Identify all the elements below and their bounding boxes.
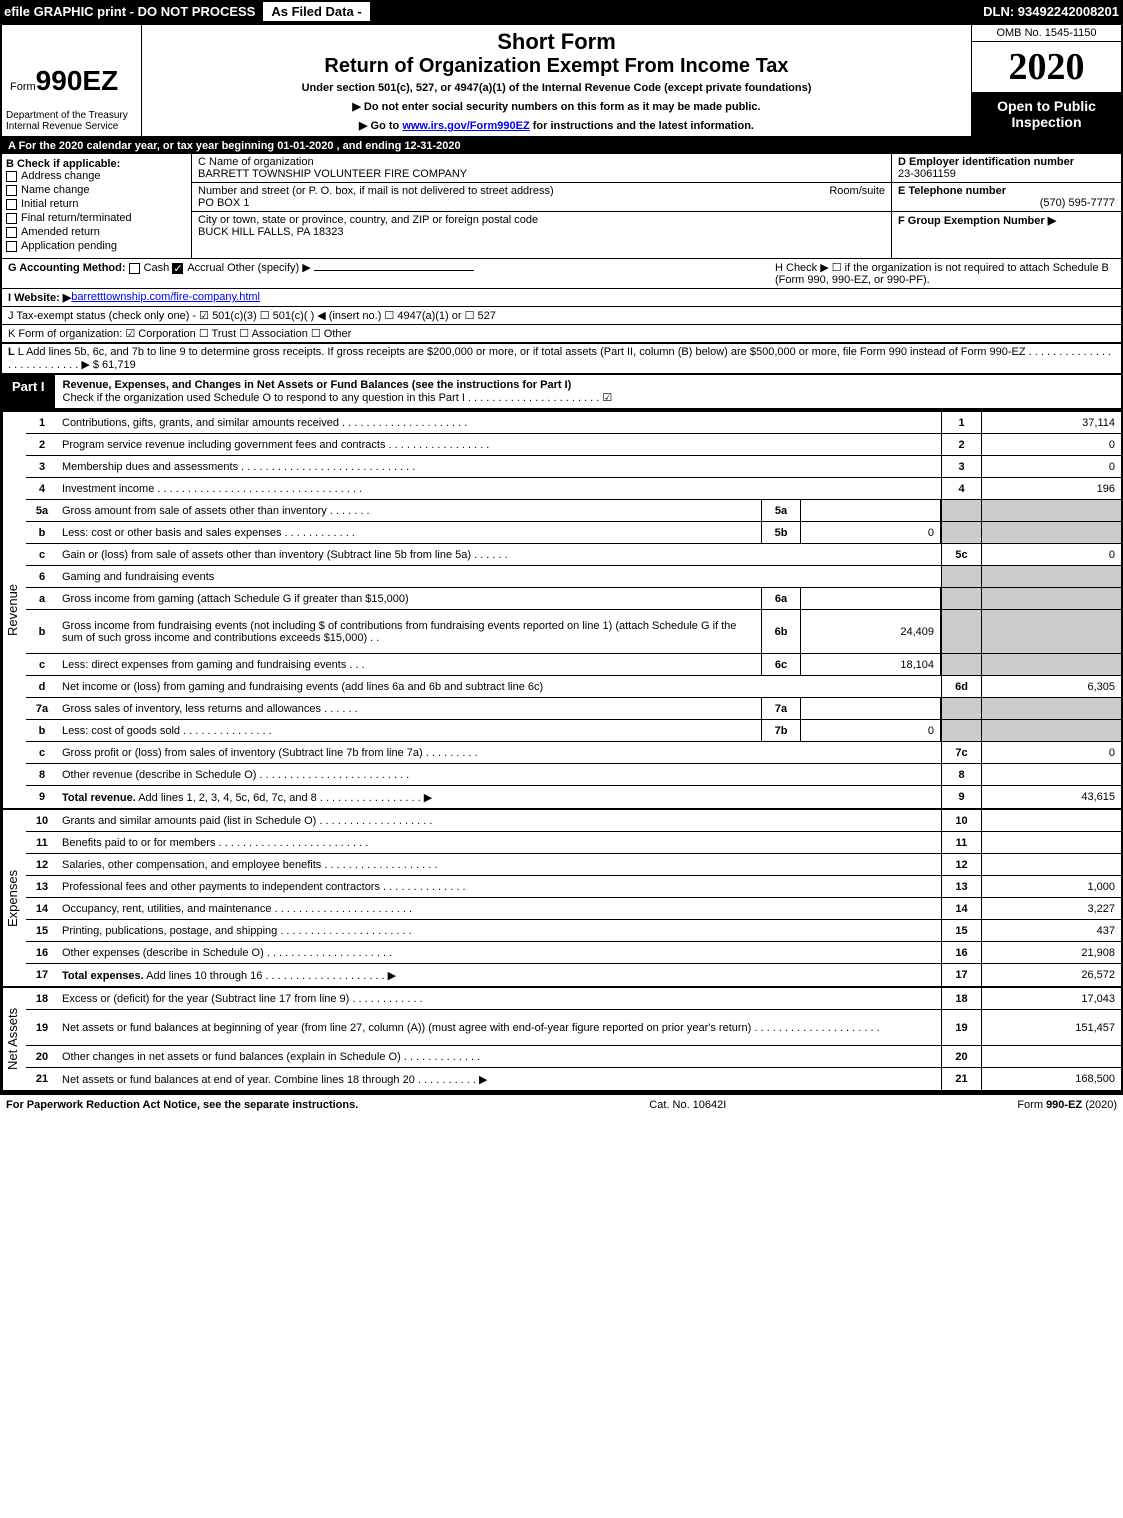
row-a: A For the 2020 calendar year, or tax yea… <box>2 138 1121 154</box>
form-outer: Form990EZ Department of the Treasury Int… <box>0 23 1123 1094</box>
chk-amended[interactable] <box>6 227 17 238</box>
form-prefix: Form <box>10 81 36 93</box>
chk-name[interactable] <box>6 185 17 196</box>
section-bcd: B Check if applicable: Address change Na… <box>2 154 1121 259</box>
e-label: E Telephone number <box>898 185 1006 197</box>
return-title: Return of Organization Exempt From Incom… <box>150 55 963 78</box>
form-number: 990EZ <box>36 65 119 96</box>
website-url[interactable]: barretttownship.com/fire-company.html <box>71 291 260 304</box>
chk-address[interactable] <box>6 171 17 182</box>
section-de: D Employer identification number23-30611… <box>891 154 1121 258</box>
f-label: F Group Exemption Number ▶ <box>898 215 1056 227</box>
efile-label: efile GRAPHIC print - DO NOT PROCESS <box>4 4 259 19</box>
org-name: BARRETT TOWNSHIP VOLUNTEER FIRE COMPANY <box>198 168 885 180</box>
chk-cash[interactable] <box>129 263 140 274</box>
footer: For Paperwork Reduction Act Notice, see … <box>0 1094 1123 1115</box>
row-j: J Tax-exempt status (check only one) - ☑… <box>2 307 1121 325</box>
row-i: I Website: ▶ barretttownship.com/fire-co… <box>2 289 1121 307</box>
footer-left: For Paperwork Reduction Act Notice, see … <box>6 1099 358 1111</box>
netassets-vert: Net Assets <box>2 988 26 1090</box>
chk-initial[interactable] <box>6 199 17 210</box>
part1-header: Part I Revenue, Expenses, and Changes in… <box>2 374 1121 410</box>
revenue-vert: Revenue <box>2 412 26 808</box>
street-val: PO BOX 1 <box>198 197 885 209</box>
title-right: OMB No. 1545-1150 2020 Open to Public In… <box>971 25 1121 136</box>
street-label: Number and street (or P. O. box, if mail… <box>198 185 829 197</box>
phone: (570) 595-7777 <box>898 197 1115 209</box>
expenses-vert: Expenses <box>2 810 26 986</box>
c-label: C Name of organization <box>198 156 885 168</box>
irs-url[interactable]: www.irs.gov/Form990EZ <box>402 120 529 132</box>
b-title: B Check if applicable: <box>6 158 187 170</box>
part1-label: Part I <box>2 375 55 408</box>
short-form-title: Short Form <box>150 29 963 55</box>
title-center: Short Form Return of Organization Exempt… <box>142 25 971 136</box>
ssn-warning: ▶ Do not enter social security numbers o… <box>150 100 963 113</box>
revenue-section: Revenue 1Contributions, gifts, grants, a… <box>2 410 1121 808</box>
city-val: BUCK HILL FALLS, PA 18323 <box>198 226 885 238</box>
header-bar: efile GRAPHIC print - DO NOT PROCESS As … <box>0 0 1123 23</box>
chk-pending[interactable] <box>6 241 17 252</box>
netassets-section: Net Assets 18Excess or (deficit) for the… <box>2 986 1121 1092</box>
goto-link: ▶ Go to www.irs.gov/Form990EZ for instru… <box>150 119 963 132</box>
title-row: Form990EZ Department of the Treasury Int… <box>2 25 1121 138</box>
row-gh: G Accounting Method: Cash Accrual Other … <box>2 259 1121 289</box>
row-l: L L Add lines 5b, 6c, and 7b to line 9 t… <box>2 344 1121 374</box>
form-id-box: Form990EZ Department of the Treasury Int… <box>2 25 142 136</box>
d-label: D Employer identification number <box>898 156 1074 168</box>
irs-label: Internal Revenue Service <box>6 121 128 132</box>
tax-year: 2020 <box>972 42 1121 92</box>
open-public: Open to Public Inspection <box>972 92 1121 136</box>
dln-label: DLN: 93492242008201 <box>983 4 1119 19</box>
part1-title: Revenue, Expenses, and Changes in Net As… <box>63 379 1113 391</box>
asfiled-label: As Filed Data - <box>263 2 369 21</box>
footer-center: Cat. No. 10642I <box>358 1099 1017 1111</box>
chk-accrual[interactable] <box>172 263 183 274</box>
row-k: K Form of organization: ☑ Corporation ☐ … <box>2 325 1121 344</box>
part1-check: Check if the organization used Schedule … <box>63 391 1113 404</box>
g-label: G Accounting Method: <box>8 262 126 274</box>
i-label: I Website: ▶ <box>8 291 71 304</box>
footer-right: Form 990-EZ (2020) <box>1017 1099 1117 1111</box>
chk-final[interactable] <box>6 213 17 224</box>
section-c: C Name of organization BARRETT TOWNSHIP … <box>192 154 891 258</box>
omb-number: OMB No. 1545-1150 <box>972 25 1121 42</box>
section-b: B Check if applicable: Address change Na… <box>2 154 192 258</box>
ein: 23-3061159 <box>898 168 956 180</box>
under-section: Under section 501(c), 527, or 4947(a)(1)… <box>150 82 963 94</box>
room-label: Room/suite <box>829 185 885 197</box>
dept-treasury: Department of the Treasury <box>6 110 128 121</box>
expenses-section: Expenses 10Grants and similar amounts pa… <box>2 808 1121 986</box>
h-text: H Check ▶ ☐ if the organization is not r… <box>775 261 1115 286</box>
city-label: City or town, state or province, country… <box>198 214 885 226</box>
